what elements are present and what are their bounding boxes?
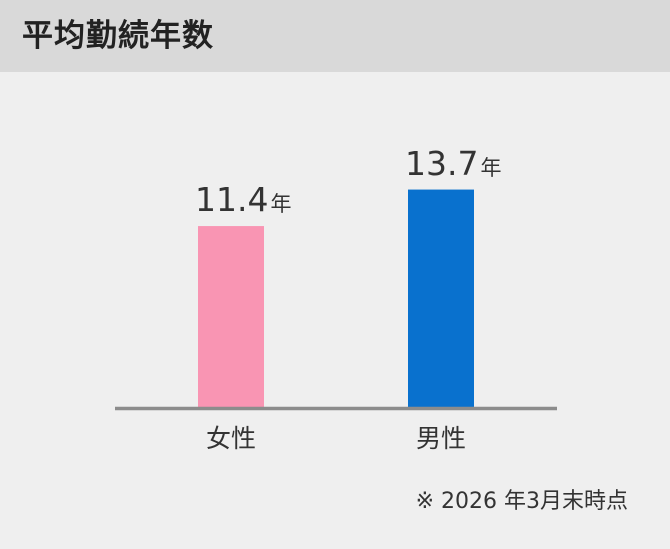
footnote: ※ 2026 年3月末時点 xyxy=(415,489,628,514)
category-label-male: 男性 xyxy=(416,424,467,453)
value-label-male: 13.7年 xyxy=(405,147,501,180)
chart-header: 平均勤続年数 xyxy=(0,0,670,72)
chart-title: 平均勤続年数 xyxy=(22,18,214,54)
bar-male xyxy=(408,189,474,407)
value-number: 13.7 xyxy=(405,143,479,183)
value-label-female: 11.4年 xyxy=(195,183,291,216)
value-unit: 年 xyxy=(480,155,502,180)
category-label-female: 女性 xyxy=(206,424,257,453)
bar-female xyxy=(198,226,264,407)
value-unit: 年 xyxy=(270,192,292,217)
value-number: 11.4 xyxy=(195,180,269,220)
